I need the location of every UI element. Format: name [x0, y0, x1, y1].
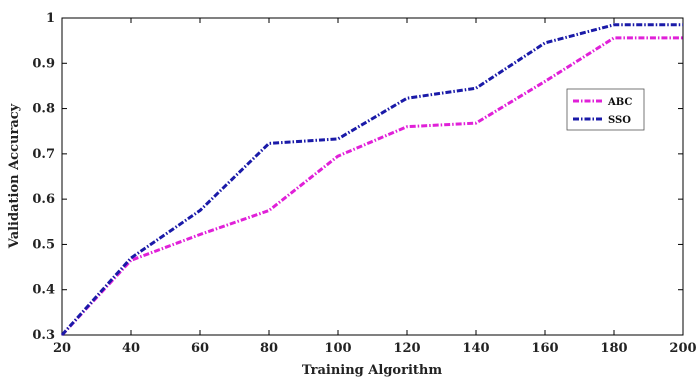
x-tick-label: 200: [669, 341, 696, 356]
series-lines: [60, 23, 684, 337]
x-axis-title: Training Algorithm: [302, 363, 442, 378]
x-tick-label: 40: [122, 341, 140, 356]
axis-ticks: 20 40 60 80 100 120 140 160 180 200 0.3 0.4 0.5 0.6 0.…: [32, 11, 696, 356]
y-tick-label: 1: [46, 11, 55, 26]
x-tick-label: 60: [191, 341, 209, 356]
plot-frame: [61, 17, 684, 336]
x-tick-label: 100: [324, 341, 351, 356]
x-tick-label: 180: [600, 341, 627, 356]
y-tick-label: 0.3: [32, 328, 55, 343]
y-tick-label: 0.7: [32, 147, 55, 162]
x-tick-label: 120: [393, 341, 420, 356]
series-line-abc: [60, 36, 683, 337]
y-tick-label: 0.8: [32, 102, 55, 117]
legend: ABC SSO: [566, 88, 645, 131]
legend-box: [566, 88, 645, 131]
x-tick-label: 160: [531, 341, 558, 356]
y-axis-title: Validation Accuracy: [7, 103, 22, 249]
y-tick-label: 0.9: [32, 56, 55, 71]
y-tick-label: 0.4: [32, 283, 55, 298]
legend-label-abc: ABC: [607, 97, 632, 108]
x-tick-label: 80: [260, 341, 278, 356]
legend-label-sso: SSO: [608, 115, 631, 126]
y-tick-label: 0.5: [32, 237, 55, 252]
series-line-sso: [60, 23, 683, 337]
y-tick-label: 0.6: [32, 192, 55, 207]
x-tick-label: 20: [53, 341, 71, 356]
x-tick-label: 140: [462, 341, 489, 356]
